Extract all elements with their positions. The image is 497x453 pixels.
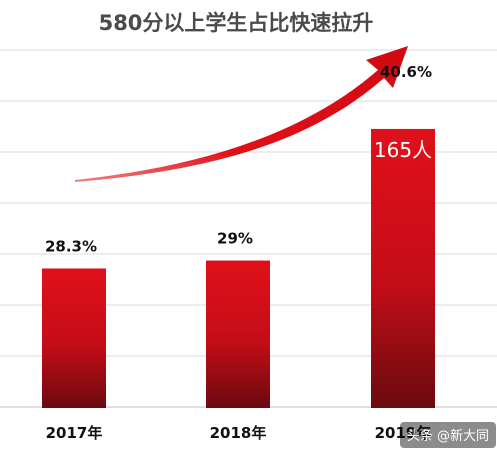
chart-title: 580分以上学生占比快速拉升	[99, 11, 374, 35]
bar-annotation-165: 165人	[374, 138, 432, 162]
bar-2019年	[371, 128, 435, 408]
trend-arrow	[75, 46, 408, 182]
bar-2018年	[206, 260, 270, 408]
watermark-text: 头条 @新大同	[407, 428, 489, 444]
x-tick-label: 2017年	[46, 424, 103, 442]
x-tick-label: 2019年	[375, 424, 432, 442]
data-label: 40.6%	[380, 63, 432, 81]
data-label: 28.3%	[45, 237, 97, 255]
bar-2017年	[42, 268, 106, 408]
watermark: 头条 @新大同	[400, 422, 496, 448]
bars	[42, 128, 435, 408]
x-tick-label: 2018年	[210, 424, 267, 442]
data-labels: 28.3% 29% 40.6%	[45, 63, 432, 255]
data-label: 29%	[217, 230, 253, 248]
x-tick-labels: 2017年 2018年 2019年	[46, 424, 432, 442]
